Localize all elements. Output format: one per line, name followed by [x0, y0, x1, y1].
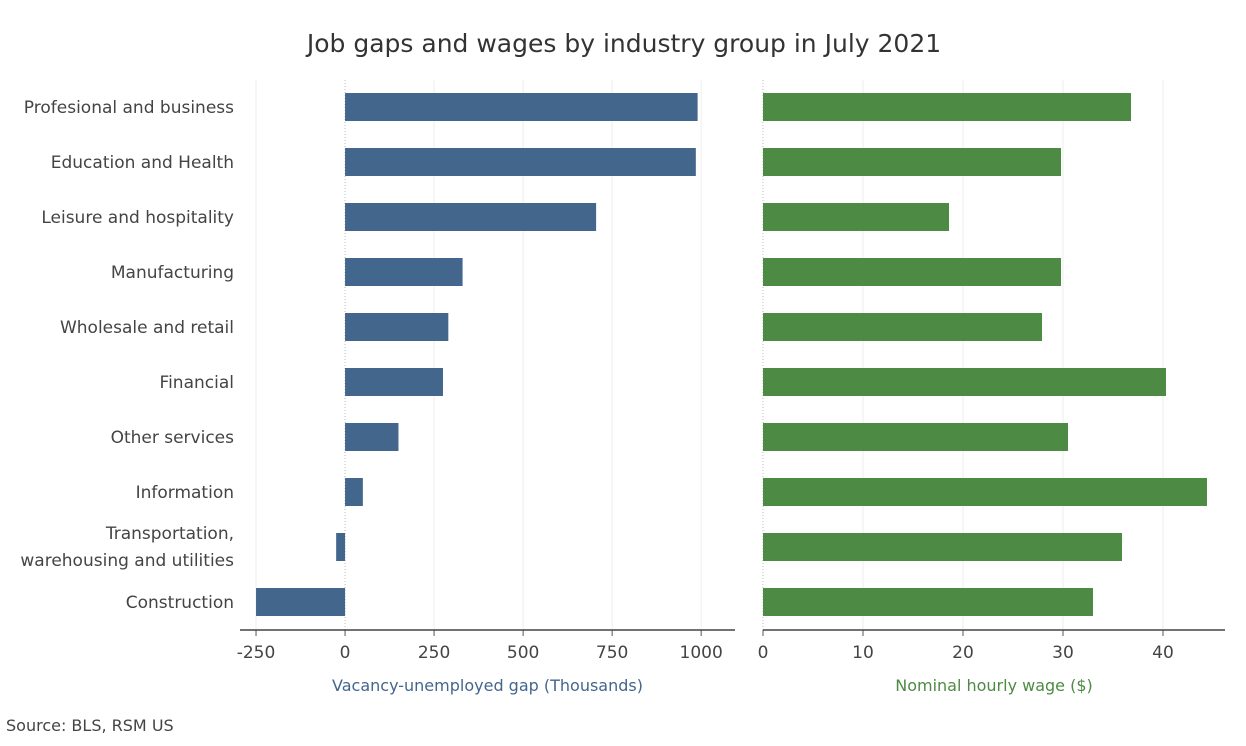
bar: [345, 313, 449, 341]
bar: [345, 368, 443, 396]
tick-label: 1000: [680, 643, 723, 663]
category-label: Manufacturing: [111, 263, 234, 283]
x-axis-label: Vacancy-unemployed gap (Thousands): [332, 676, 643, 695]
bar: [256, 588, 346, 616]
bar: [763, 203, 949, 231]
tick-label: 10: [852, 643, 874, 663]
bar: [763, 478, 1207, 506]
bar: [345, 423, 399, 451]
bar: [345, 478, 363, 506]
tick-label: 0: [340, 643, 351, 663]
category-label: Construction: [126, 593, 234, 613]
tick-label: -250: [237, 643, 276, 663]
category-label: Leisure and hospitality: [41, 208, 234, 228]
bar: [763, 313, 1042, 341]
tick-label: 20: [952, 643, 974, 663]
tick-label: 500: [507, 643, 539, 663]
bar: [345, 203, 597, 231]
tick-label: 250: [418, 643, 450, 663]
category-label: Education and Health: [51, 153, 234, 173]
bar: [345, 148, 696, 176]
bar: [336, 533, 346, 561]
category-label: Information: [136, 483, 234, 503]
category-label: Profesional and business: [24, 98, 234, 118]
category-label: Transportation, warehousing and utilities: [20, 524, 234, 571]
tick-label: 40: [1152, 643, 1174, 663]
bar: [345, 258, 463, 286]
chart-title: Job gaps and wages by industry group in …: [305, 29, 941, 58]
bar: [763, 93, 1131, 121]
tick-label: 30: [1052, 643, 1074, 663]
bar: [763, 258, 1061, 286]
category-label: Wholesale and retail: [60, 318, 234, 338]
bar: [763, 368, 1166, 396]
tick-label: 750: [596, 643, 628, 663]
bar: [763, 533, 1122, 561]
x-axis-label: Nominal hourly wage ($): [895, 676, 1093, 695]
bar: [763, 148, 1061, 176]
bar: [763, 588, 1093, 616]
source-note: Source: BLS, RSM US: [6, 716, 174, 735]
category-label: Other services: [111, 428, 235, 448]
bar: [345, 93, 698, 121]
category-label: Financial: [160, 373, 234, 393]
tick-label: 0: [758, 643, 769, 663]
bar: [763, 423, 1068, 451]
